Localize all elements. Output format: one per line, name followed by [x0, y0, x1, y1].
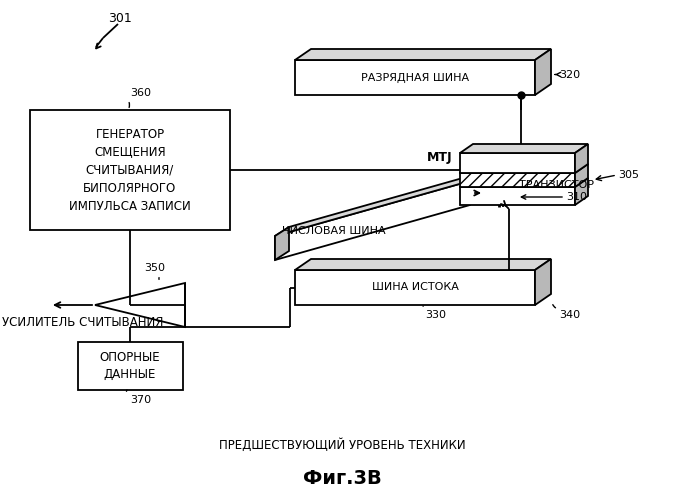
Text: 340: 340: [559, 310, 580, 320]
Polygon shape: [575, 144, 588, 173]
Polygon shape: [460, 164, 588, 173]
Polygon shape: [295, 60, 535, 95]
Polygon shape: [460, 173, 575, 187]
Polygon shape: [460, 178, 588, 187]
Text: 350: 350: [144, 263, 166, 273]
Polygon shape: [95, 283, 185, 327]
Text: ШИНА ИСТОКА: ШИНА ИСТОКА: [371, 282, 458, 292]
Text: УСИЛИТЕЛЬ СЧИТЫВАНИЯ: УСИЛИТЕЛЬ СЧИТЫВАНИЯ: [2, 316, 163, 328]
Polygon shape: [575, 164, 588, 187]
Text: ТРАНЗИСТОР: ТРАНЗИСТОР: [519, 180, 594, 190]
Text: 320: 320: [559, 70, 580, 80]
Polygon shape: [460, 144, 588, 153]
Text: 330: 330: [425, 310, 446, 320]
Polygon shape: [575, 178, 588, 205]
Polygon shape: [30, 110, 230, 230]
Polygon shape: [275, 181, 470, 260]
Text: MTJ: MTJ: [426, 152, 452, 164]
Polygon shape: [275, 172, 484, 236]
Text: РАЗРЯДНАЯ ШИНА: РАЗРЯДНАЯ ШИНА: [361, 72, 469, 83]
Polygon shape: [295, 49, 551, 60]
Polygon shape: [535, 49, 551, 95]
Polygon shape: [535, 259, 551, 305]
Text: ПРЕДШЕСТВУЮЩИЙ УРОВЕНЬ ТЕХНИКИ: ПРЕДШЕСТВУЮЩИЙ УРОВЕНЬ ТЕХНИКИ: [219, 438, 465, 452]
Polygon shape: [295, 270, 535, 305]
Polygon shape: [295, 259, 551, 270]
Text: Фиг.3В: Фиг.3В: [302, 468, 382, 487]
Polygon shape: [275, 227, 289, 260]
Polygon shape: [77, 342, 183, 390]
Polygon shape: [460, 153, 575, 173]
Text: ГЕНЕРАТОР
СМЕЩЕНИЯ
СЧИТЫВАНИЯ/
БИПОЛЯРНОГО
ИМПУЛЬСА ЗАПИСИ: ГЕНЕРАТОР СМЕЩЕНИЯ СЧИТЫВАНИЯ/ БИПОЛЯРНО…: [69, 128, 191, 212]
Text: 370: 370: [130, 395, 151, 405]
Text: 301: 301: [108, 12, 132, 24]
Text: 310: 310: [566, 192, 587, 202]
Text: ЧИСЛОВАЯ ШИНА: ЧИСЛОВАЯ ШИНА: [282, 226, 385, 236]
Text: 305: 305: [618, 170, 639, 180]
Text: ОПОРНЫЕ
ДАННЫЕ: ОПОРНЫЕ ДАННЫЕ: [100, 351, 160, 381]
Polygon shape: [460, 187, 575, 205]
Text: 360: 360: [130, 88, 151, 98]
